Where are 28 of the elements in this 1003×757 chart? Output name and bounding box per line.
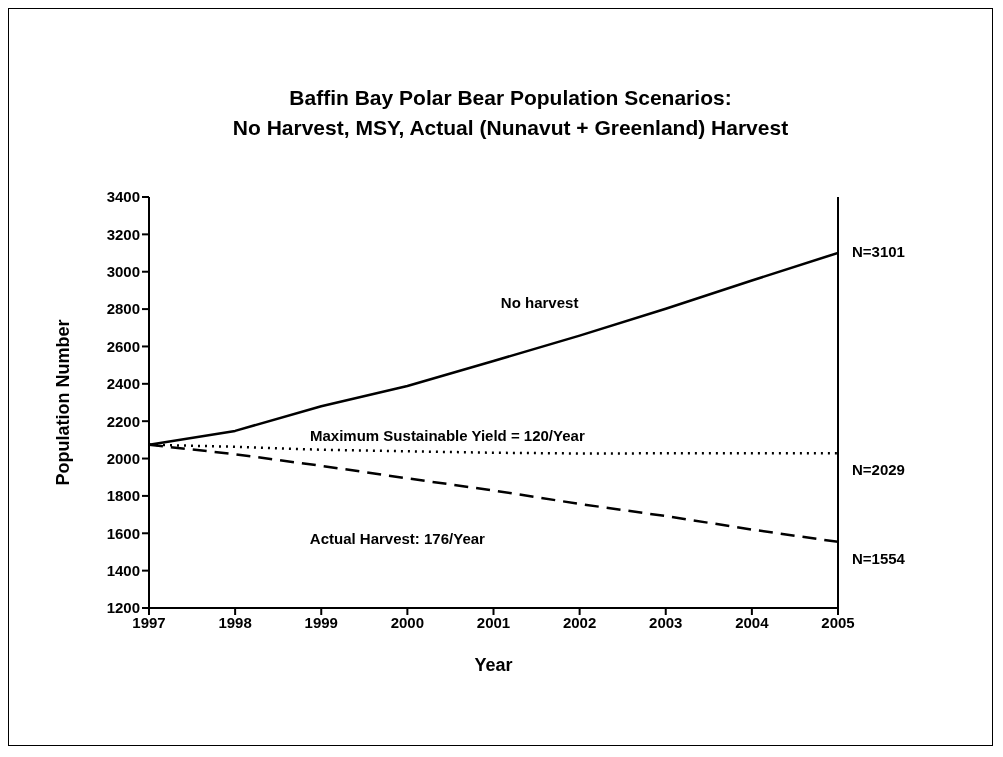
x-tick-label: 2005 xyxy=(821,613,855,631)
y-tick-label: 2000 xyxy=(106,449,140,467)
series-label: Maximum Sustainable Yield = 120/Year xyxy=(310,427,585,445)
y-tick-label: 3200 xyxy=(106,225,140,243)
y-tick-label: 2600 xyxy=(106,337,140,355)
y-tick-label: 2800 xyxy=(106,300,140,318)
series-label: No harvest xyxy=(500,293,579,311)
y-tick-label: 3000 xyxy=(106,263,140,281)
text: Actual Harvest: 176/Year xyxy=(309,530,486,548)
y-tick-label: 1600 xyxy=(106,524,140,542)
data-label: N=3101 xyxy=(852,242,905,260)
x-tick-label: 2004 xyxy=(735,613,770,631)
y-tick-label: 3400 xyxy=(106,188,140,206)
y-tick-label: 1800 xyxy=(106,487,140,505)
y-tick-label: 2200 xyxy=(106,412,140,430)
data-label: N=1554 xyxy=(852,549,906,567)
y-tick-label: 1400 xyxy=(106,561,140,579)
x-tick-label: 2000 xyxy=(390,613,425,631)
x-tick-label: 2001 xyxy=(476,613,511,631)
x-tick-label: 2003 xyxy=(649,613,683,631)
data-label: N=2029 xyxy=(852,461,905,479)
y-axis-title: Population Number xyxy=(53,319,74,486)
x-axis-title: Year xyxy=(474,655,513,675)
chart-title: Baffin Bay Polar Bear Population Scenarios: No Harvest, MSY, Actual (Nunavut + Greenland) Harvest xyxy=(231,85,790,141)
x-tick-label: 2002 xyxy=(562,613,597,631)
y-tick-label: 2400 xyxy=(106,375,140,393)
x-tick-label: 1998 xyxy=(218,613,252,631)
x-tick-label: 1999 xyxy=(304,613,338,631)
